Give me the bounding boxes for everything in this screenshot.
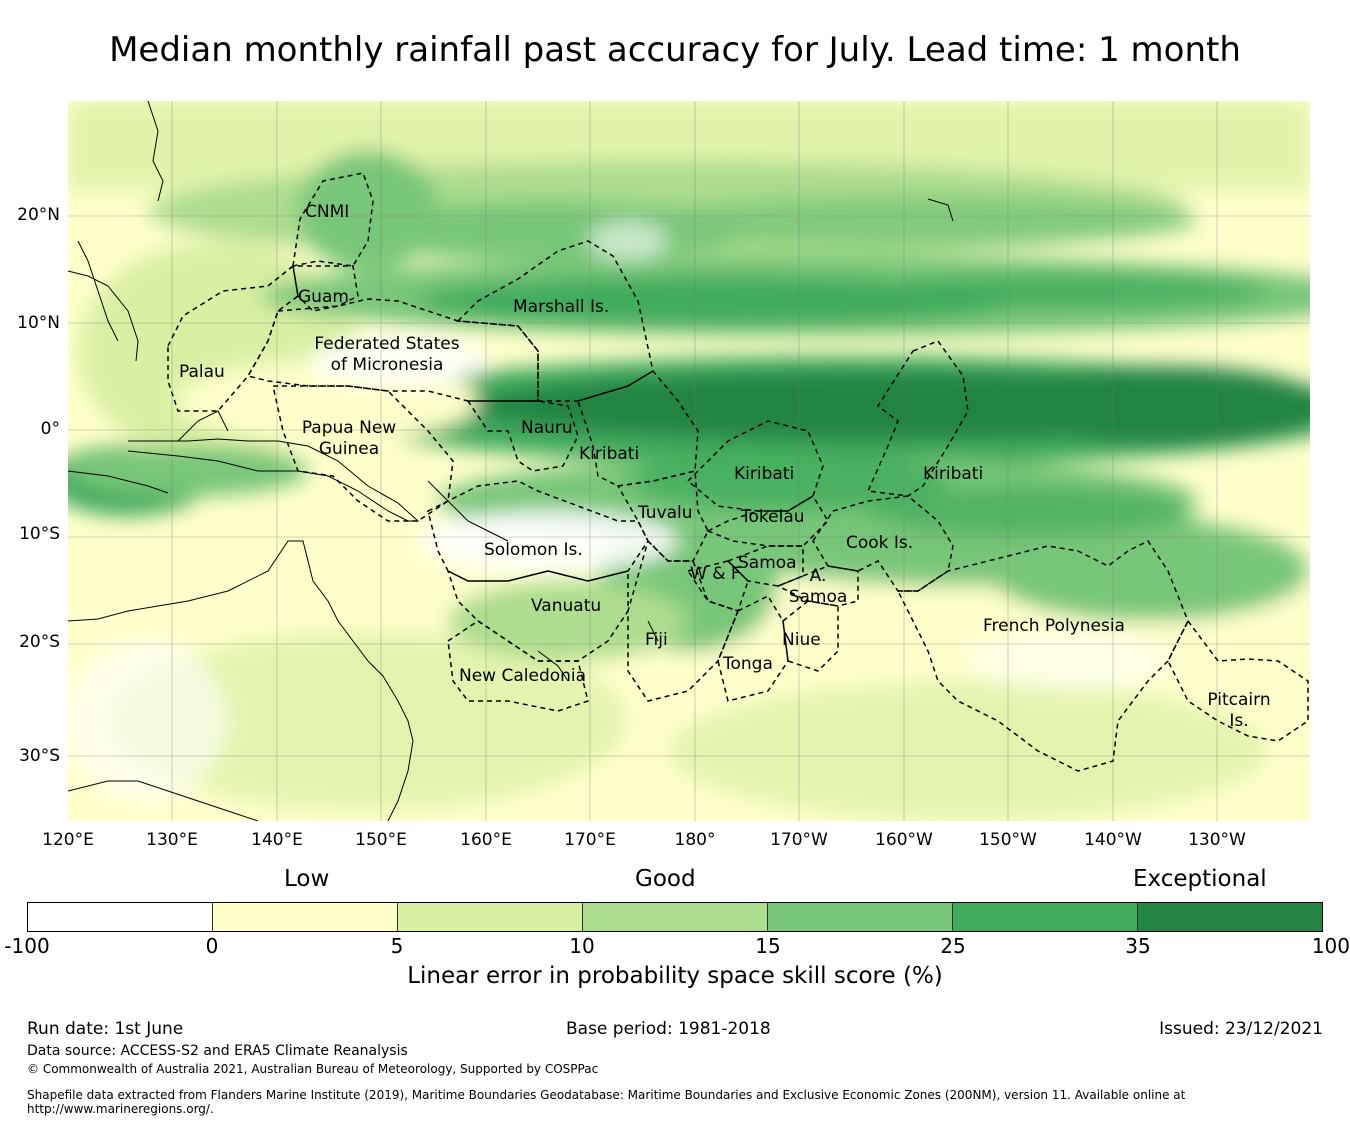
colorbar-tick: -100 [4, 934, 50, 958]
colorbar-tick: 10 [569, 934, 595, 958]
region-label-tokelau: Tokelau [741, 507, 805, 527]
lon-label-160w: 160°W [875, 830, 933, 850]
coastlines [68, 101, 954, 821]
legend-category-good: Good [635, 866, 696, 892]
region-label-kiribati-central: Kiribati [734, 464, 795, 484]
region-label-fiji: Fiji [645, 630, 668, 650]
lat-label-0: 0° [40, 419, 60, 439]
lon-label-170e: 170°E [564, 830, 616, 850]
region-label-png: Papua New Guinea [301, 418, 397, 459]
lat-label-10n: 10°N [17, 313, 60, 333]
lon-label-140w: 140°W [1084, 830, 1142, 850]
region-label-kiribati-east: Kiribati [923, 464, 984, 484]
region-label-american-samoa: A. Samoa [788, 566, 848, 607]
region-label-guam: Guam [298, 287, 349, 307]
colorbar-tick: 0 [205, 934, 219, 958]
colorbar-label: Linear error in probability space skill … [407, 963, 943, 989]
region-label-french-polynesia: French Polynesia [983, 616, 1125, 636]
colorbar-tick: 5 [390, 934, 404, 958]
region-label-nauru: Nauru [521, 418, 573, 438]
legend-category-low: Low [284, 866, 330, 892]
lon-label-150w: 150°W [979, 830, 1037, 850]
legend-category-exceptional: Exceptional [1133, 866, 1267, 892]
colorbar-segment [28, 903, 213, 931]
colorbar-segment [583, 903, 768, 931]
lon-label-130e: 130°E [146, 830, 198, 850]
region-label-marshall: Marshall Is. [513, 297, 610, 317]
lat-label-30s: 30°S [19, 746, 60, 766]
lon-label-140e: 140°E [251, 830, 303, 850]
region-label-tuvalu: Tuvalu [638, 503, 693, 523]
issued-date: Issued: 23/12/2021 [1159, 1019, 1323, 1039]
colorbar-segment [1138, 903, 1322, 931]
lon-label-150e: 150°E [355, 830, 407, 850]
region-label-wallis-futuna: W & F [690, 564, 741, 584]
region-label-solomon: Solomon Is. [484, 540, 583, 560]
data-source: Data source: ACCESS-S2 and ERA5 Climate … [27, 1043, 408, 1059]
colorbar-tick: 100 [1311, 934, 1350, 958]
skill-score-map [68, 101, 1310, 821]
colorbar-tick: 35 [1125, 934, 1151, 958]
region-label-kiribati-west: Kiribati [579, 444, 640, 464]
lon-label-120e: 120°E [42, 830, 94, 850]
lat-label-20s: 20°S [19, 632, 60, 652]
graticule [68, 101, 1310, 821]
region-label-pitcairn: Pitcairn Is. [1207, 690, 1271, 731]
shapefile-credit-line1: Shapefile data extracted from Flanders M… [27, 1088, 1186, 1102]
region-label-fsm: Federated States of Micronesia [314, 334, 460, 375]
colorbar-segment [768, 903, 953, 931]
region-label-new-caledonia: New Caledonia [459, 666, 587, 686]
eez-boundaries [167, 172, 1309, 772]
lon-label-170w: 170°W [770, 830, 828, 850]
page-title: Median monthly rainfall past accuracy fo… [109, 30, 1241, 70]
lat-label-10s: 10°S [19, 524, 60, 544]
region-label-vanuatu: Vanuatu [531, 596, 602, 616]
lon-label-180: 180° [674, 830, 716, 850]
colorbar-segment [953, 903, 1138, 931]
colorbar-segment [398, 903, 583, 931]
region-label-niue: Niue [782, 630, 821, 650]
lon-label-160e: 160°E [460, 830, 512, 850]
lat-label-20n: 20°N [17, 205, 60, 225]
colorbar-tick: 15 [755, 934, 781, 958]
shapefile-credit-line2: http://www.marineregions.org/. [27, 1102, 214, 1116]
run-date: Run date: 1st June [27, 1019, 184, 1039]
region-label-cnmi: CNMI [305, 202, 350, 222]
region-label-samoa: Samoa [738, 553, 797, 573]
region-label-cook: Cook Is. [846, 533, 914, 553]
lon-label-130w: 130°W [1188, 830, 1246, 850]
base-period: Base period: 1981-2018 [566, 1019, 771, 1039]
region-label-tonga: Tonga [723, 654, 773, 674]
colorbar [27, 902, 1323, 932]
copyright: © Commonwealth of Australia 2021, Austra… [27, 1062, 599, 1076]
colorbar-segment [213, 903, 398, 931]
region-label-palau: Palau [179, 362, 225, 382]
colorbar-tick: 25 [940, 934, 966, 958]
map-canvas [68, 101, 1310, 821]
